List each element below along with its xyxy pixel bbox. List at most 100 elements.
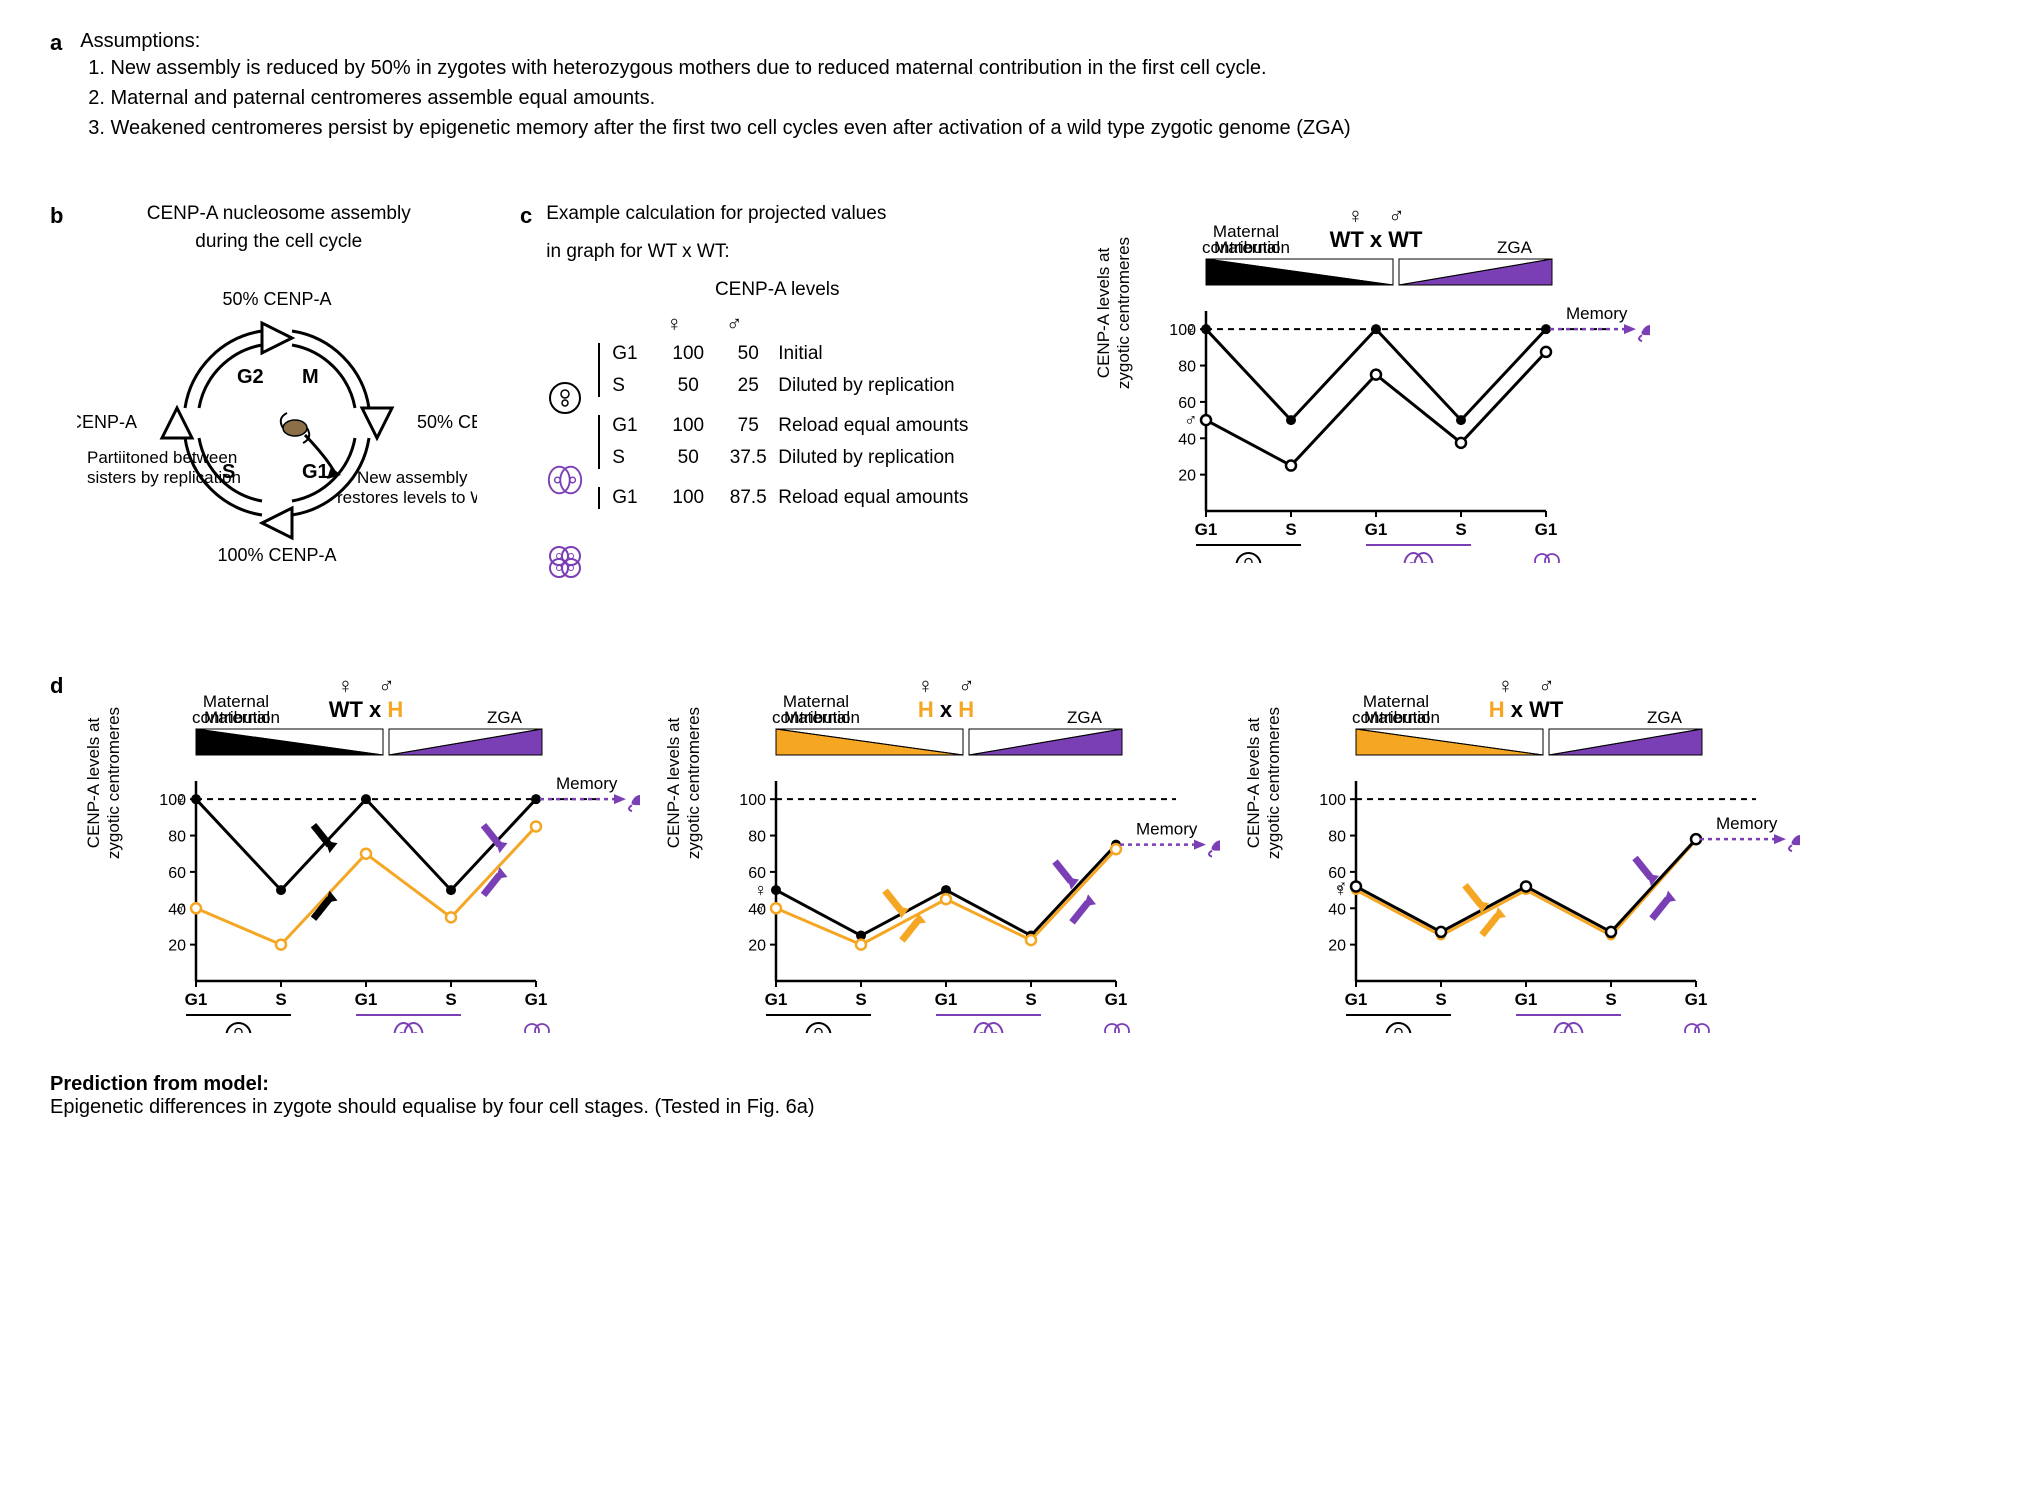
svg-text:♂: ♂: [1334, 876, 1348, 896]
levels-note: Initial: [778, 343, 1008, 365]
svg-text:G1: G1: [1685, 990, 1708, 1009]
svg-text:♂: ♂: [1184, 410, 1198, 430]
levels-note: Diluted by replication: [778, 375, 1008, 397]
panel-a: a Assumptions: 1. New assembly is reduce…: [50, 30, 1990, 143]
svg-text:sisters by replication: sisters by replication: [87, 468, 241, 487]
chart-c-wrap: CENP-A levels atzygotic centromeres♀ ♂WT…: [1130, 203, 1990, 603]
panel-c: c Example calculation for projected valu…: [520, 203, 1990, 603]
cycle-title-2: during the cell cycle: [77, 231, 480, 253]
svg-text:20: 20: [1178, 468, 1196, 485]
prediction-block: Prediction from model: Epigenetic differ…: [50, 1073, 1990, 1119]
stage-1cell-icon: [546, 379, 584, 417]
svg-text:G1: G1: [185, 990, 208, 1009]
svg-text:G1: G1: [935, 990, 958, 1009]
assumptions-title: Assumptions:: [80, 30, 1350, 53]
svg-text:M: M: [302, 366, 319, 388]
svg-text:20: 20: [748, 938, 766, 955]
svg-text:40: 40: [1328, 901, 1346, 918]
svg-text:H x H: H x H: [918, 697, 974, 722]
svg-text:ZGA: ZGA: [487, 708, 523, 727]
svg-text:Memory: Memory: [1566, 304, 1628, 323]
svg-text:New assembly: New assembly: [357, 468, 468, 487]
levels-phase: G1: [612, 415, 658, 437]
levels-female-val: 50: [658, 375, 718, 397]
assumptions-list: 1. New assembly is reduced by 50% in zyg…: [80, 53, 1350, 143]
panel-d: d CENP-A levels atzygotic centromeres♀ ♂…: [50, 673, 1990, 1033]
levels-header: CENP-A levels: [546, 279, 1008, 301]
svg-text:G1: G1: [1105, 990, 1128, 1009]
svg-text:G1: G1: [1515, 990, 1538, 1009]
levels-note: Diluted by replication: [778, 447, 1008, 469]
svg-text:100: 100: [739, 792, 766, 809]
levels-male-val: 25: [718, 375, 778, 397]
levels-phase: S: [612, 375, 658, 397]
svg-text:S: S: [1025, 990, 1036, 1009]
levels-male-val: 37.5: [718, 447, 778, 469]
svg-text:WT x H: WT x H: [329, 697, 404, 722]
svg-text:80: 80: [1178, 359, 1196, 376]
y-axis-label: CENP-A levels atzygotic centromeres: [84, 693, 124, 873]
panel-d-label: d: [50, 673, 80, 1033]
svg-text:Partiitoned between: Partiitoned between: [87, 448, 237, 467]
svg-text:♀ ♂: ♀ ♂: [1497, 673, 1554, 698]
svg-text:H x WT: H x WT: [1489, 697, 1564, 722]
svg-text:100: 100: [1319, 792, 1346, 809]
svg-text:60: 60: [168, 865, 186, 882]
svg-text:♀ ♂: ♀ ♂: [1347, 203, 1404, 228]
svg-text:S: S: [445, 990, 456, 1009]
svg-text:G1: G1: [302, 461, 329, 483]
svg-text:G1: G1: [355, 990, 378, 1009]
chart-block: CENP-A levels atzygotic centromeres♀ ♂H …: [700, 673, 1220, 1033]
svg-text:80: 80: [748, 829, 766, 846]
svg-text:♀: ♀: [174, 789, 188, 809]
svg-text:50% CENP-A: 50% CENP-A: [223, 289, 332, 309]
svg-text:S: S: [275, 990, 286, 1009]
svg-text:G1: G1: [1365, 520, 1388, 539]
svg-text:ZGA: ZGA: [1067, 708, 1103, 727]
prediction-text: Epigenetic differences in zygote should …: [50, 1096, 1990, 1119]
svg-text:G1: G1: [1535, 520, 1558, 539]
levels-male-val: 50: [718, 343, 778, 365]
assumption-2: 2. Maternal and paternal centromeres ass…: [88, 83, 1350, 113]
svg-text:S: S: [1605, 990, 1616, 1009]
svg-text:80: 80: [1328, 829, 1346, 846]
assumption-3: 3. Weakened centromeres persist by epige…: [88, 113, 1350, 143]
svg-text:contribution: contribution: [1202, 238, 1290, 257]
levels-male-val: 87.5: [718, 487, 778, 509]
chart-block: CENP-A levels atzygotic centromeres♀ ♂H …: [1280, 673, 1800, 1033]
svg-text:♀ ♂: ♀ ♂: [337, 673, 394, 698]
charts-d-row: CENP-A levels atzygotic centromeres♀ ♂WT…: [120, 673, 1990, 1033]
svg-text:♂: ♂: [174, 898, 188, 918]
svg-text:50% CENP-A: 50% CENP-A: [417, 412, 477, 432]
levels-phase: S: [612, 447, 658, 469]
assumption-1: 1. New assembly is reduced by 50% in zyg…: [88, 53, 1350, 83]
svg-text:S: S: [855, 990, 866, 1009]
levels-female-val: 100: [658, 487, 718, 509]
svg-text:G2: G2: [237, 366, 264, 388]
svg-text:Memory: Memory: [556, 774, 618, 793]
panel-c-label: c: [520, 203, 532, 603]
assumptions-content: Assumptions: 1. New assembly is reduced …: [80, 30, 1350, 143]
svg-text:80: 80: [168, 829, 186, 846]
levels-grid-container: ♀♂ G1 100 50 InitialS 50 25 Diluted by r…: [598, 311, 1008, 603]
levels-female-val: 50: [658, 447, 718, 469]
prediction-title: Prediction from model:: [50, 1073, 1990, 1096]
svg-text:contribution: contribution: [192, 708, 280, 727]
example-title-2: in graph for WT x WT:: [546, 241, 1008, 263]
svg-text:ZGA: ZGA: [1497, 238, 1533, 257]
stage-4cell-icon: [546, 543, 584, 581]
svg-text:♀: ♀: [1184, 319, 1198, 339]
svg-text:♂: ♂: [754, 898, 768, 918]
svg-text:G1: G1: [1345, 990, 1368, 1009]
levels-phase: G1: [612, 343, 658, 365]
levels-note: Reload equal amounts: [778, 487, 1008, 509]
levels-phase: G1: [612, 487, 658, 509]
svg-text:restores levels to WT: restores levels to WT: [337, 488, 477, 507]
svg-text:20: 20: [1328, 938, 1346, 955]
levels-female-val: 100: [658, 343, 718, 365]
stage-2cell-icon: [546, 461, 584, 499]
example-title-1: Example calculation for projected values: [546, 203, 1008, 225]
panel-a-label: a: [50, 30, 62, 143]
svg-text:20: 20: [168, 938, 186, 955]
svg-text:contribution: contribution: [1352, 708, 1440, 727]
